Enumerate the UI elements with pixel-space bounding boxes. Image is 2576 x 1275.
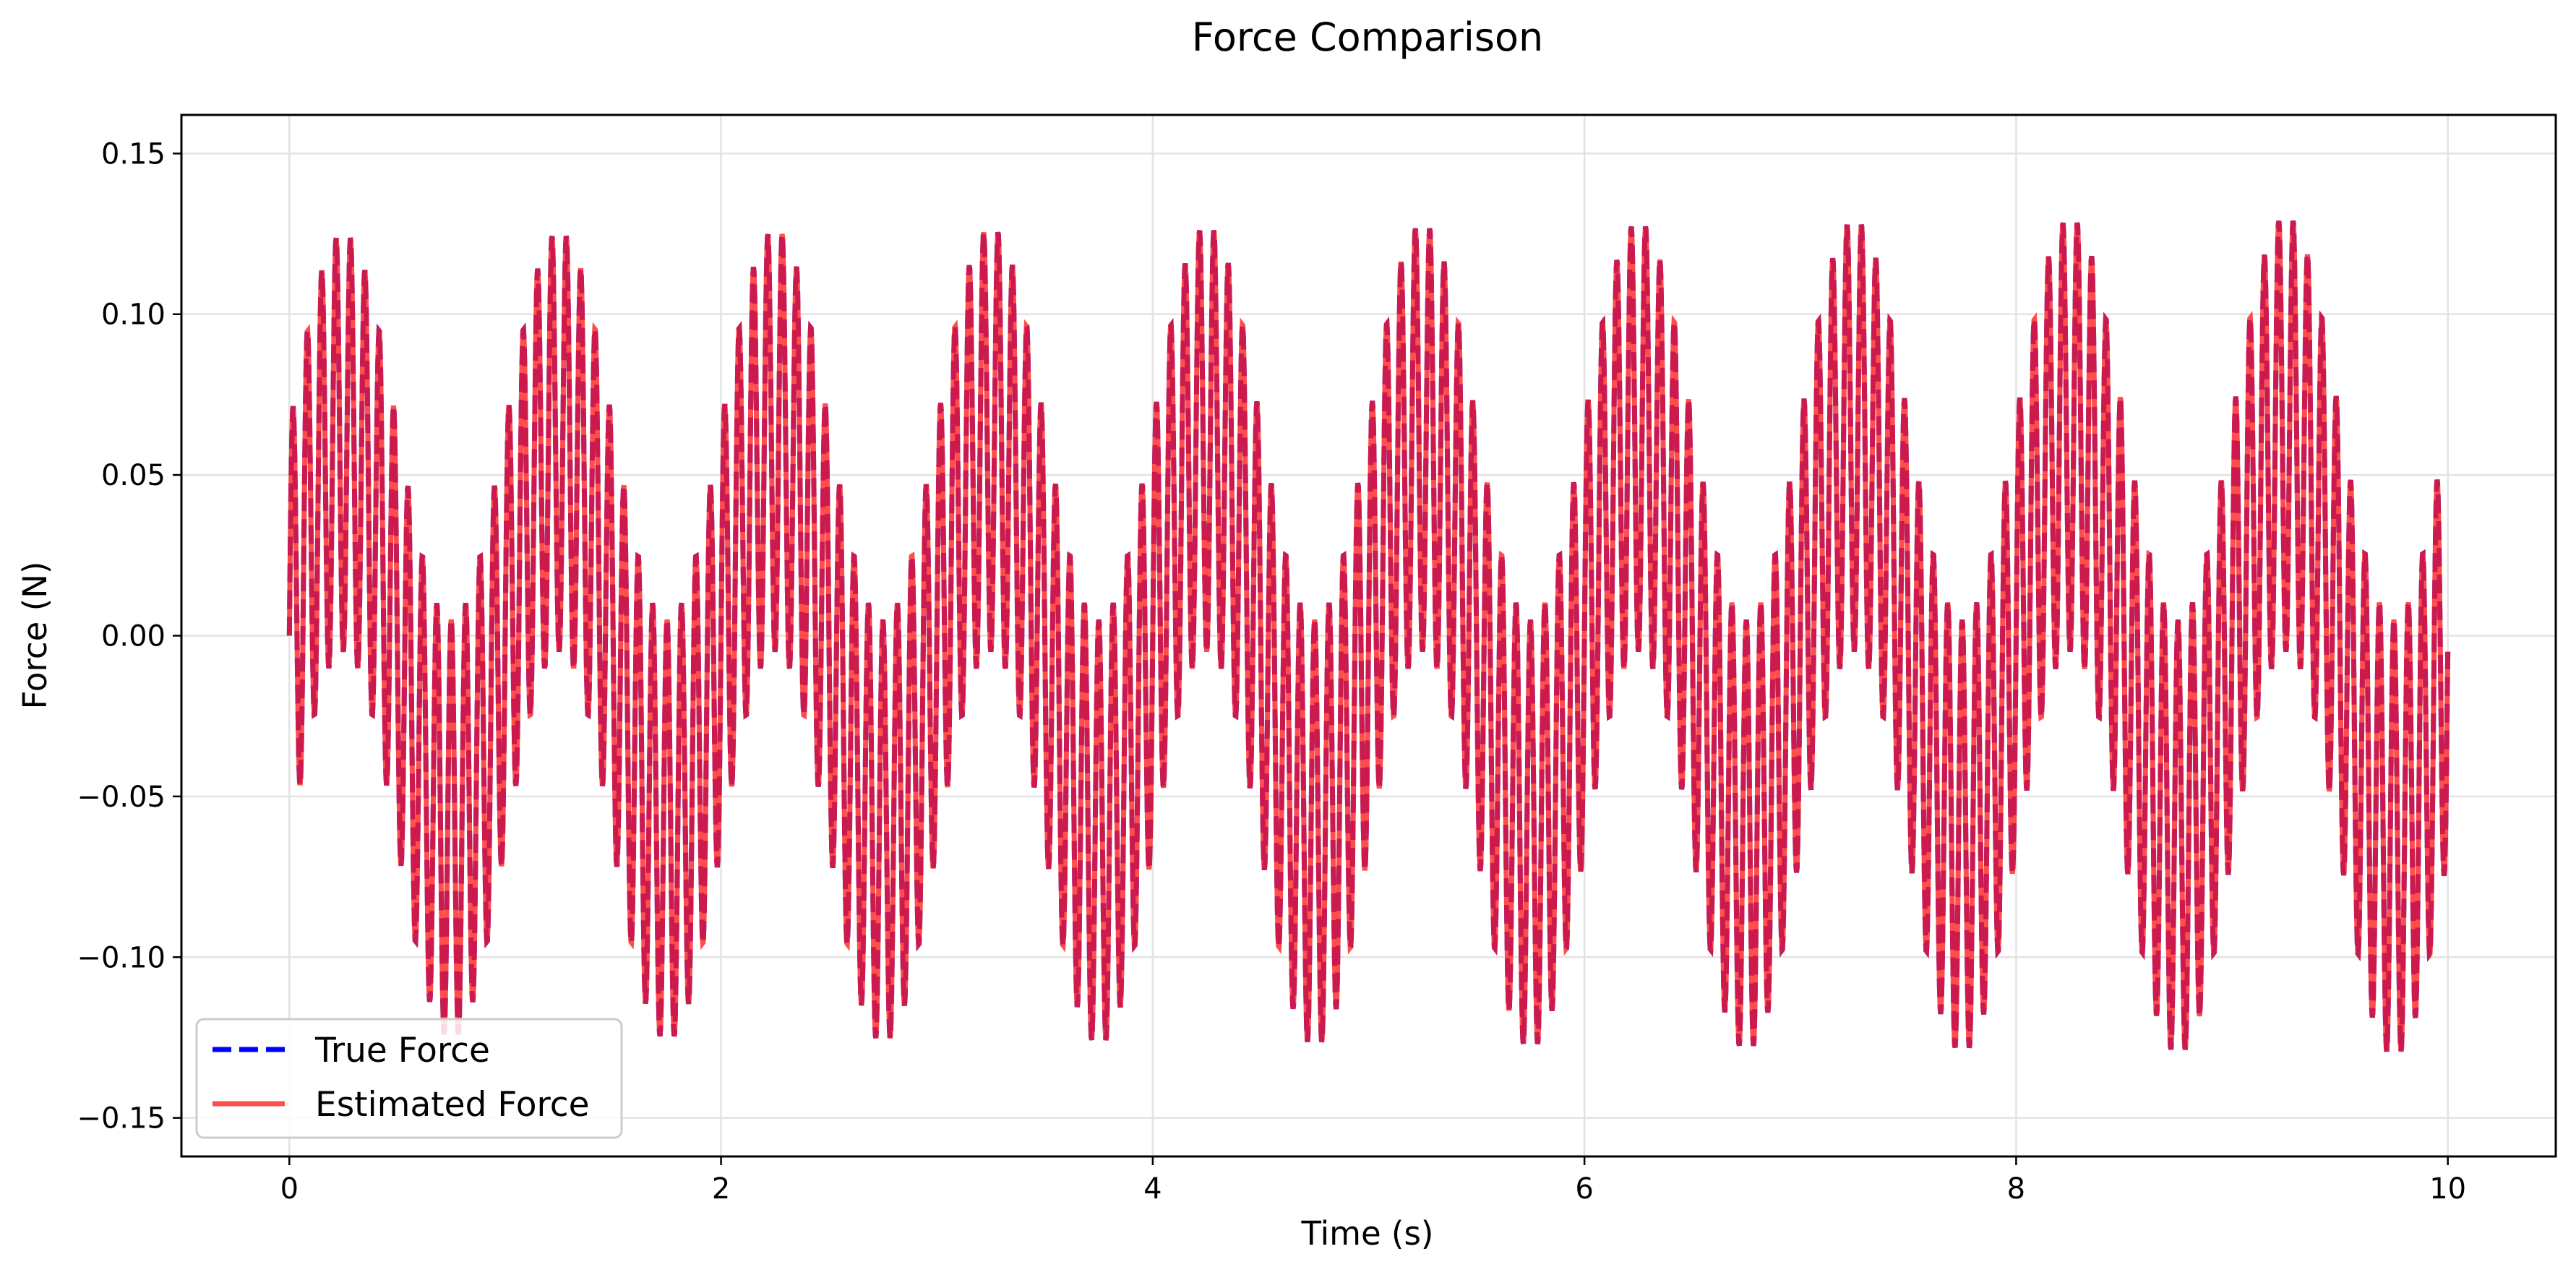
legend-box [195, 1018, 623, 1139]
y-tick-label: −0.10 [77, 941, 166, 974]
x-axis: 0 2 4 6 8 10 [280, 1156, 2466, 1206]
y-tick-label: 0.15 [101, 137, 166, 171]
y-axis: 0.15 0.10 0.05 0.00 −0.05 −0.10 −0.15 [77, 137, 181, 1136]
chart-title: Force Comparison [1192, 14, 1544, 60]
y-tick-label: 0.05 [101, 459, 166, 492]
x-tick-label: 8 [2007, 1172, 2025, 1206]
x-tick-label: 2 [712, 1172, 730, 1206]
legend-label-true-force: True Force [314, 1031, 490, 1070]
y-tick-label: 0.00 [101, 620, 166, 653]
legend-label-estimated-force: Estimated Force [315, 1085, 590, 1125]
x-axis-label: Time (s) [1301, 1214, 1434, 1253]
y-tick-label: −0.15 [77, 1102, 166, 1136]
y-tick-label: 0.10 [101, 299, 166, 332]
legend: True Force Estimated Force [195, 1018, 623, 1139]
series-line-estimated-force [286, 220, 2451, 1052]
y-axis-label: Force (N) [16, 562, 54, 710]
x-tick-label: 6 [1575, 1172, 1593, 1206]
x-tick-label: 10 [2429, 1172, 2466, 1206]
y-tick-label: −0.05 [77, 781, 166, 814]
x-tick-label: 4 [1143, 1172, 1162, 1206]
plot-area [286, 220, 2451, 1052]
x-tick-label: 0 [280, 1172, 299, 1206]
